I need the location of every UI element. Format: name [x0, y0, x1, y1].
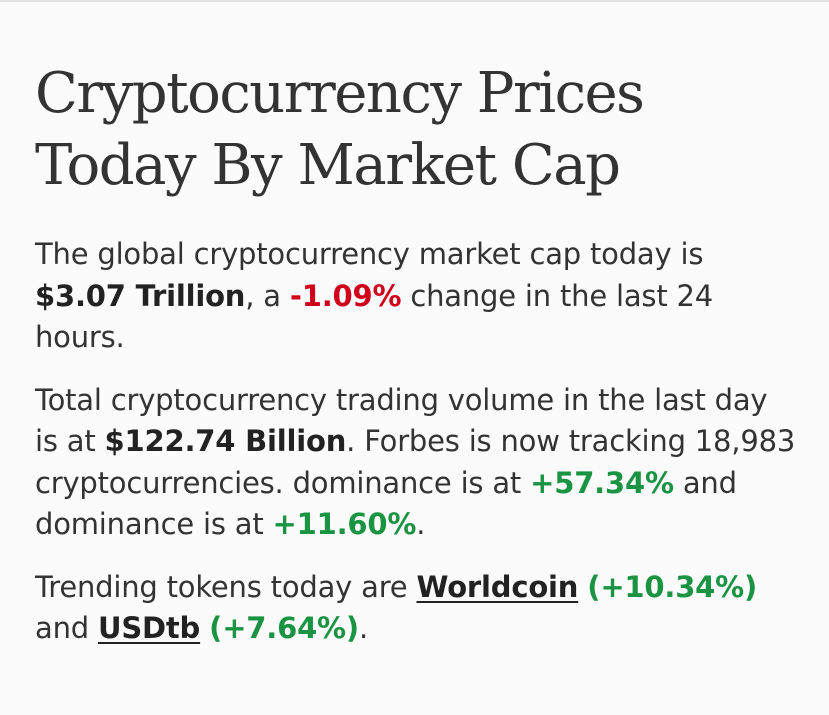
volume-middle: . Forbes is now tracking 18,983 cryptocu…: [35, 424, 796, 500]
market-cap-value: $3.07 Trillion: [35, 278, 246, 313]
market-cap-suffix: change in the last 24 hours.: [35, 278, 714, 355]
page-title: Cryptocurrency Prices Today By Market Ca…: [35, 58, 799, 202]
trending-token-change-worldcoin: (+10.34%): [587, 569, 758, 604]
market-cap-change: -1.09%: [289, 278, 402, 313]
trending-token-link-usdtb[interactable]: USDtb: [97, 611, 201, 645]
trending-token-link-worldcoin[interactable]: Worldcoin: [416, 569, 579, 604]
market-cap-paragraph: The global cryptocurrency market cap tod…: [35, 234, 799, 359]
volume-paragraph: Total cryptocurrency trading volume in t…: [35, 380, 799, 546]
volume-value: $122.74 Billion: [104, 424, 347, 458]
trending-token-change-usdtb: (+7.64%): [209, 611, 359, 645]
dominance-2-value: +11.60%: [272, 507, 417, 541]
volume-middle-2: and dominance is at: [35, 465, 737, 542]
trending-and: and: [35, 611, 98, 645]
page-title-line-1: Cryptocurrency Prices: [35, 61, 645, 126]
page-title-line-2: Today By Market Cap: [35, 133, 621, 198]
volume-suffix: .: [416, 507, 426, 541]
market-cap-middle: , a: [245, 278, 290, 313]
trending-suffix: .: [358, 611, 369, 645]
dominance-1-value: +57.34%: [530, 465, 674, 500]
market-summary: Cryptocurrency Prices Today By Market Ca…: [0, 2, 829, 650]
trending-paragraph: Trending tokens today are Worldcoin (+10…: [35, 567, 799, 650]
trending-prefix: Trending tokens today are: [35, 569, 417, 604]
market-cap-prefix: The global cryptocurrency market cap tod…: [35, 237, 704, 271]
volume-prefix: Total cryptocurrency trading volume in t…: [35, 382, 768, 459]
